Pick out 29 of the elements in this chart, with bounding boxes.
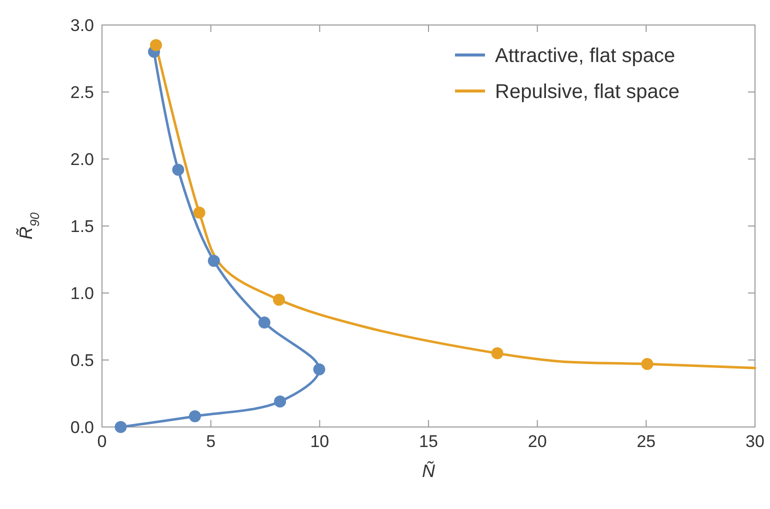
x-tick-label: 15	[419, 432, 438, 451]
legend-label: Repulsive, flat space	[495, 81, 680, 103]
point	[193, 206, 206, 219]
point	[172, 164, 184, 176]
x-tick-label: 30	[746, 432, 764, 451]
x-tick-label: 0	[97, 432, 107, 451]
x-tick-label: 20	[528, 432, 547, 451]
x-tick-label: 25	[636, 432, 656, 451]
point	[258, 316, 270, 328]
point	[150, 39, 162, 52]
y-tick-label: 1.5	[70, 216, 94, 236]
y-tick-label: 0.5	[70, 350, 94, 370]
point	[188, 410, 201, 422]
x-axis-title: Ñ	[422, 461, 436, 481]
legend-label: Attractive, flat space	[495, 45, 676, 67]
y-tick-label: 2.0	[70, 150, 94, 169]
point	[272, 294, 285, 306]
point	[313, 363, 326, 376]
point	[274, 396, 286, 408]
x-tick-label: 5	[206, 432, 216, 451]
point	[491, 347, 504, 360]
point	[208, 254, 220, 267]
x-tick-label: 10	[310, 432, 330, 451]
y-tick-label: 0.0	[70, 418, 94, 437]
y-tick-label: 3.0	[70, 16, 94, 35]
y-tick-label: 1.0	[70, 284, 94, 303]
point	[641, 358, 654, 370]
point	[114, 421, 127, 433]
y-tick-label: 2.5	[70, 82, 94, 102]
